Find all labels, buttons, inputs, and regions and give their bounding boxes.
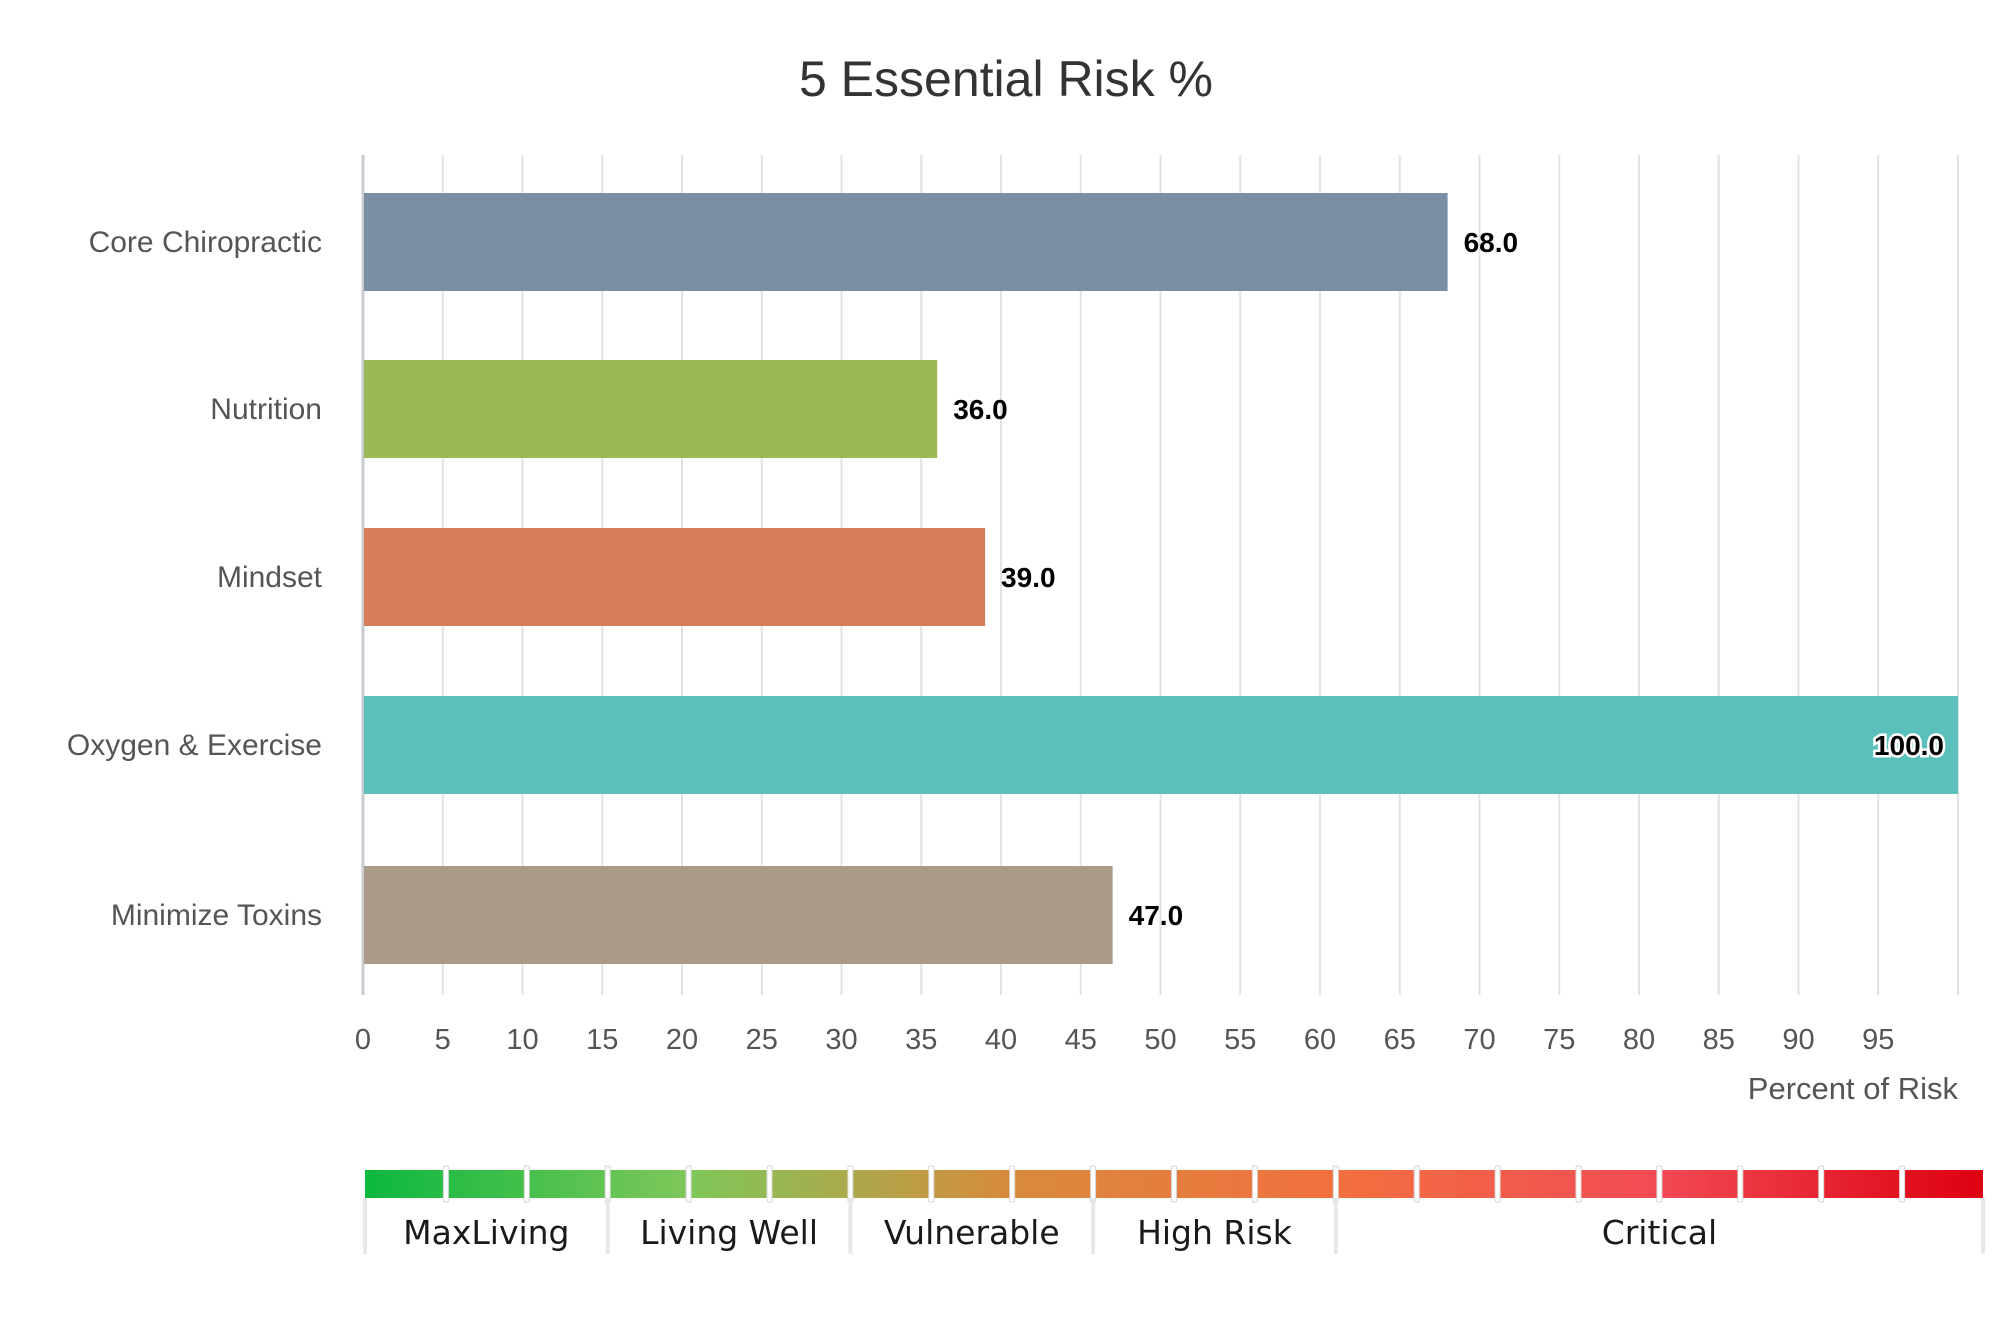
- bar: [364, 866, 1113, 964]
- risk-level-label: High Risk: [1137, 1213, 1293, 1252]
- bar: [364, 696, 1958, 794]
- scale-tick: [1413, 1165, 1420, 1203]
- x-axis-title: Percent of Risk: [1748, 1071, 1959, 1106]
- x-tick-label: 5: [435, 1024, 451, 1056]
- chart-title: 5 Essential Risk %: [799, 51, 1213, 107]
- scale-tick: [847, 1165, 854, 1203]
- scale-divider: [1333, 1198, 1338, 1254]
- bars: 68.0 36.0 39.0 100.0 47.0: [364, 193, 1958, 964]
- risk-level-label: MaxLiving: [403, 1213, 569, 1252]
- scale-tick: [1656, 1165, 1663, 1203]
- x-tick-label: 80: [1623, 1024, 1655, 1056]
- x-tick-label: 60: [1304, 1024, 1336, 1056]
- x-tick-label: 40: [985, 1024, 1017, 1056]
- x-tick-label: 70: [1463, 1024, 1495, 1056]
- scale-tick: [1009, 1165, 1016, 1203]
- scale-tick: [442, 1165, 449, 1203]
- scale-tick: [1575, 1165, 1582, 1203]
- scale-divider: [1981, 1198, 1985, 1254]
- x-tick-label: 55: [1224, 1024, 1256, 1056]
- scale-divider: [848, 1198, 853, 1254]
- scale-tick: [928, 1165, 935, 1203]
- category-label: Oxygen & Exercise: [67, 729, 322, 762]
- x-tick-label: 95: [1862, 1024, 1894, 1056]
- scale-divider: [1091, 1198, 1096, 1254]
- scale-tick: [523, 1165, 530, 1203]
- bar-value-label: 36.0: [953, 394, 1008, 425]
- bar: [364, 528, 986, 626]
- risk-level-label: Critical: [1602, 1213, 1717, 1252]
- x-tick-label: 65: [1384, 1024, 1416, 1056]
- x-tick-label: 10: [506, 1024, 538, 1056]
- bar-value-label: 68.0: [1464, 227, 1519, 258]
- scale-tick: [1737, 1165, 1744, 1203]
- x-tick-label: 15: [586, 1024, 618, 1056]
- risk-scale-legend: MaxLiving Living Well Vulnerable High Risk C…: [363, 1165, 1985, 1254]
- x-tick-label: 75: [1543, 1024, 1575, 1056]
- scale-tick: [1171, 1165, 1177, 1203]
- category-label: Minimize Toxins: [111, 899, 322, 932]
- category-label: Nutrition: [210, 393, 322, 426]
- scale-tick: [1332, 1165, 1339, 1203]
- bar-value-label: 39.0: [1001, 562, 1056, 593]
- category-label: Core Chiropractic: [89, 226, 322, 259]
- scale-tick: [1818, 1165, 1825, 1203]
- bar: [364, 360, 938, 458]
- x-tick-label: 50: [1144, 1024, 1176, 1056]
- scale-divider: [363, 1198, 367, 1254]
- scale-tick: [1090, 1165, 1097, 1203]
- category-label: Mindset: [217, 561, 323, 594]
- grid-lines: [361, 155, 1959, 995]
- x-tick-label: 90: [1782, 1024, 1814, 1056]
- risk-level-label: Vulnerable: [884, 1213, 1060, 1252]
- x-tick-label: 20: [666, 1024, 698, 1056]
- risk-level-label: Living Well: [640, 1213, 818, 1252]
- x-tick-label: 45: [1065, 1024, 1097, 1056]
- x-tick-label: 0: [355, 1024, 371, 1056]
- x-tick-label: 25: [746, 1024, 778, 1056]
- scale-tick: [1494, 1165, 1501, 1203]
- bar: [364, 193, 1448, 291]
- scale-tick: [1899, 1165, 1906, 1203]
- x-tick-labels: 0 5 10 15 20 25 30 35 40 45 50 55 60 65 70 75 80 85 90 95: [355, 1024, 1894, 1056]
- x-tick-label: 85: [1703, 1024, 1735, 1056]
- x-tick-label: 30: [825, 1024, 857, 1056]
- category-labels: Core Chiropractic Nutrition Mindset Oxygen …: [67, 226, 323, 932]
- scale-tick: [1251, 1165, 1258, 1203]
- scale-tick: [685, 1165, 692, 1203]
- scale-tick: [766, 1165, 773, 1203]
- bar-value-label: 47.0: [1129, 900, 1184, 931]
- bar-value-label: 100.0: [1874, 730, 1944, 761]
- scale-tick: [604, 1165, 611, 1203]
- scale-divider: [605, 1198, 610, 1254]
- x-tick-label: 35: [905, 1024, 937, 1056]
